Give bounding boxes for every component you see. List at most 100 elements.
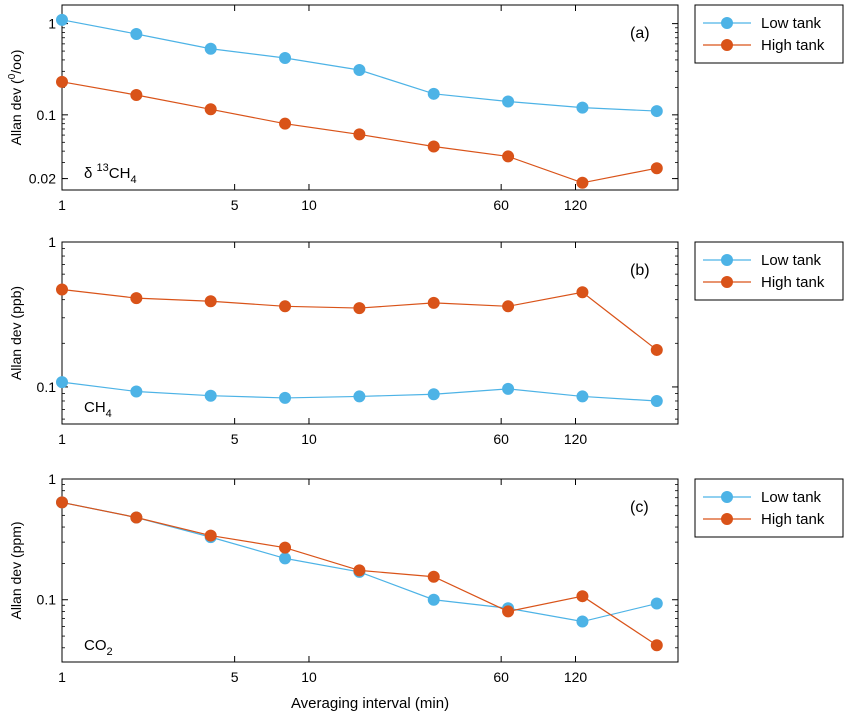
- data-point-high: [130, 511, 143, 524]
- data-point-low: [204, 389, 217, 402]
- species-prefix: δ: [84, 165, 97, 182]
- data-point-low: [650, 394, 663, 407]
- legend-entry-high: High tank: [703, 511, 825, 528]
- legend-marker: [721, 39, 733, 51]
- data-point-low: [279, 51, 292, 64]
- data-point-high: [130, 89, 143, 102]
- data-point-high: [353, 302, 366, 315]
- species-sub: 4: [130, 174, 136, 186]
- legend-entry-low: Low tank: [703, 489, 822, 506]
- y-tick-label: 0.1: [37, 107, 57, 123]
- legend-marker: [721, 491, 733, 503]
- x-tick-label: 10: [301, 197, 317, 213]
- data-point-high: [427, 296, 440, 309]
- y-axis-label: Allan dev (ppb): [8, 286, 24, 380]
- data-point-high: [204, 103, 217, 116]
- species-base: CO: [84, 637, 107, 654]
- plot-area: [61, 478, 679, 663]
- data-point-low: [502, 382, 515, 395]
- x-tick-label: 120: [564, 431, 588, 447]
- legend-label: Low tank: [761, 489, 822, 506]
- species-sub: 2: [107, 646, 113, 658]
- x-tick-label: 5: [231, 197, 239, 213]
- y-axis-label-text: Allan dev (ppm): [8, 521, 24, 619]
- legend-label: High tank: [761, 274, 825, 291]
- species-label: CH4: [84, 399, 112, 420]
- legend-box: [694, 241, 844, 301]
- data-point-high: [56, 75, 68, 88]
- legend-marker: [721, 17, 733, 29]
- legend-label: High tank: [761, 37, 825, 54]
- legend-marker: [721, 254, 733, 266]
- data-point-low: [427, 388, 440, 401]
- panel-3: 1 0.1 1 5 10 60 120 Allan dev (ppm) (c) CO2 Low ta…: [8, 471, 844, 712]
- species-label: CO2: [84, 637, 113, 658]
- y-axis-label: Allan dev (0/oo): [7, 50, 24, 146]
- data-point-low: [576, 390, 589, 403]
- y-tick-label: 0.1: [37, 592, 57, 608]
- data-point-low: [576, 101, 589, 114]
- data-point-low: [56, 13, 68, 26]
- x-tick-label: 10: [301, 431, 317, 447]
- x-tick-label: 60: [493, 197, 509, 213]
- y-tick-label: 1: [48, 234, 56, 250]
- data-point-high: [502, 300, 515, 313]
- legend-marker: [721, 513, 733, 525]
- species-base: CH: [84, 399, 106, 416]
- data-point-low: [353, 390, 366, 403]
- data-point-high: [427, 140, 440, 153]
- data-point-low: [279, 552, 292, 565]
- y-axis-label-rest: /oo): [8, 50, 24, 74]
- data-point-low: [56, 376, 68, 389]
- x-tick-label: 1: [58, 431, 66, 447]
- legend: Low tank High tank: [694, 478, 844, 538]
- x-tick-label: 1: [58, 197, 66, 213]
- data-point-high: [353, 564, 366, 577]
- data-point-high: [502, 150, 515, 163]
- y-tick-label: 0.02: [29, 171, 56, 187]
- legend-entry-low: Low tank: [703, 15, 822, 32]
- x-tick-label: 1: [58, 669, 66, 685]
- panel-2: 1 0.1 1 5 10 60 120 Allan dev (ppb) (b) CH4 Low ta…: [8, 234, 844, 447]
- y-axis-label-text: Allan dev (: [8, 79, 24, 145]
- data-point-low: [650, 597, 663, 610]
- species-sup: 13: [97, 162, 109, 174]
- species-base: CH: [109, 165, 131, 182]
- y-tick-label: 1: [48, 16, 56, 32]
- y-axis-label-sup: 0: [7, 73, 18, 79]
- data-point-high: [279, 541, 292, 554]
- data-point-high: [576, 176, 589, 189]
- y-tick-label: 1: [48, 471, 56, 487]
- data-point-low: [204, 42, 217, 55]
- x-tick-label: 5: [231, 431, 239, 447]
- x-tick-label: 120: [564, 669, 588, 685]
- plot-area: [61, 4, 679, 191]
- data-point-high: [650, 343, 663, 356]
- legend-entry-low: Low tank: [703, 252, 822, 269]
- y-axis-label: Allan dev (ppm): [8, 521, 24, 619]
- legend-entry-high: High tank: [703, 37, 825, 54]
- legend-marker: [721, 276, 733, 288]
- legend-box: [694, 478, 844, 538]
- panel-label: (a): [630, 25, 650, 42]
- x-tick-label: 10: [301, 669, 317, 685]
- data-point-low: [353, 64, 366, 77]
- data-point-high: [650, 162, 663, 175]
- legend-entry-high: High tank: [703, 274, 825, 291]
- y-tick-label: 0.1: [37, 379, 57, 395]
- legend-box: [694, 4, 844, 64]
- data-point-low: [502, 95, 515, 108]
- x-tick-label: 120: [564, 197, 588, 213]
- x-tick-label: 60: [493, 431, 509, 447]
- data-point-high: [427, 570, 440, 583]
- data-point-high: [56, 283, 68, 296]
- x-tick-label: 5: [231, 669, 239, 685]
- data-point-high: [130, 292, 143, 305]
- x-axis-label: Averaging interval (min): [291, 695, 449, 712]
- data-point-low: [130, 385, 143, 398]
- data-point-high: [279, 117, 292, 130]
- data-point-low: [427, 87, 440, 100]
- data-point-high: [204, 529, 217, 542]
- data-point-high: [204, 295, 217, 308]
